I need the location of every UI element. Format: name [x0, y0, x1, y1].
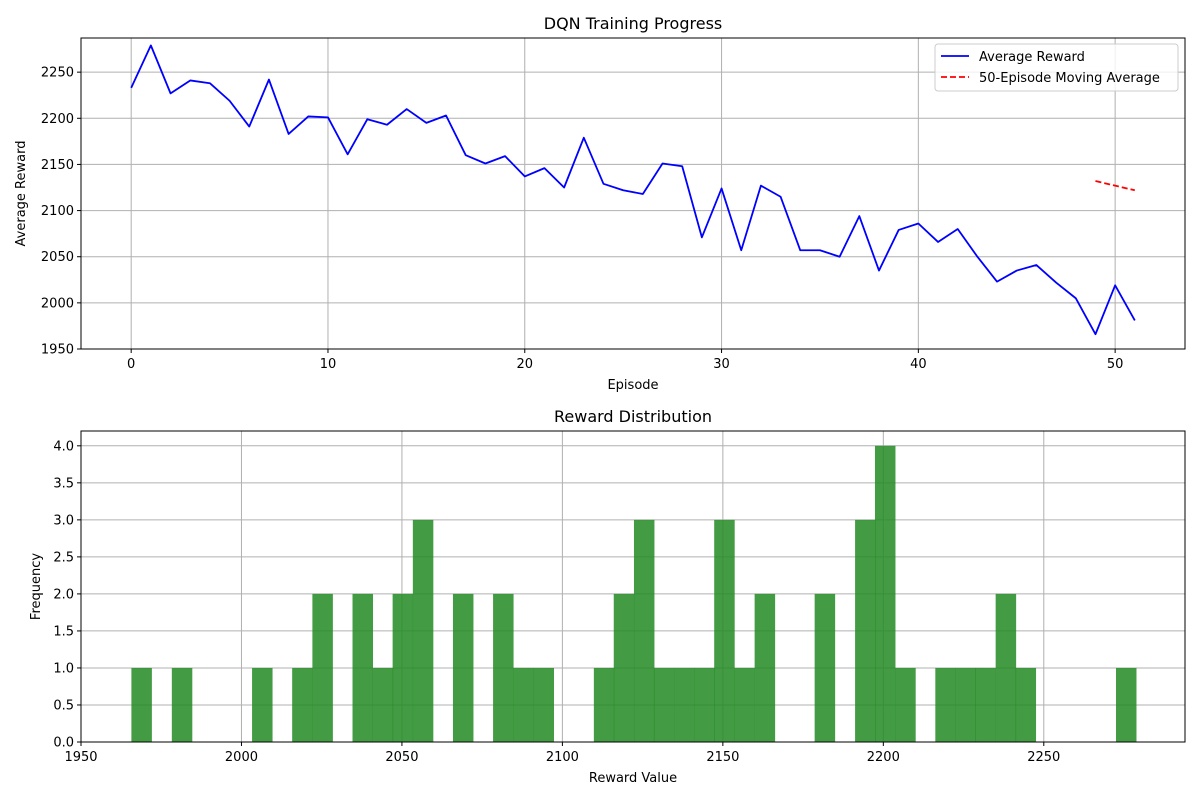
reward-distribution-x-label: Reward Value [589, 771, 677, 786]
histogram-bar [352, 593, 373, 742]
histogram-bar [955, 667, 977, 742]
y-tick-label: 1950 [41, 343, 74, 358]
histogram-bar [1015, 667, 1037, 742]
x-tick-label: 1950 [64, 750, 97, 765]
histogram-bar [452, 593, 474, 742]
legend-label-moving-average: 50-Episode Moving Average [979, 71, 1160, 86]
histogram-bar [533, 667, 554, 742]
histogram-bar [895, 667, 916, 742]
x-tick-label: 2150 [706, 750, 739, 765]
training-progress-y-ticks: 1950 2000 2050 2100 2150 2200 2250 [41, 66, 81, 358]
histogram-bar [493, 593, 514, 742]
x-tick-label: 20 [516, 357, 533, 372]
histogram-bar [312, 593, 333, 742]
histogram-bar [935, 667, 956, 742]
moving-average-line [1095, 180, 1136, 192]
average-reward-line [130, 44, 1136, 336]
histogram-bar [814, 593, 836, 742]
histogram-bar [593, 667, 615, 742]
x-tick-label: 2050 [385, 750, 418, 765]
histogram-bar [292, 667, 313, 742]
training-progress-x-label: Episode [607, 378, 658, 393]
y-tick-label: 2200 [41, 112, 74, 127]
y-tick-label: 2000 [41, 296, 74, 311]
y-tick-label: 2150 [41, 158, 74, 173]
x-tick-label: 2200 [867, 750, 900, 765]
histogram-bar [674, 667, 695, 742]
histogram-bar [975, 667, 996, 742]
histogram-bar [754, 593, 776, 742]
histogram-bar [513, 667, 534, 742]
histogram-bar [131, 667, 152, 742]
y-tick-label: 1.0 [53, 661, 74, 676]
legend-box [934, 43, 1179, 92]
y-tick-label: 0.0 [53, 736, 74, 751]
reward-distribution-plot-area [80, 430, 1186, 743]
x-tick-label: 40 [910, 357, 927, 372]
reward-distribution-x-ticks: 1950 2000 2050 2100 2150 2200 2250 [64, 742, 1060, 765]
training-progress-series [130, 44, 1136, 336]
histogram-bar [171, 667, 193, 742]
y-tick-label: 3.5 [53, 476, 74, 491]
reward-distribution-y-label: Frequency [29, 553, 44, 620]
y-tick-label: 2.5 [53, 550, 74, 565]
histogram-bar [653, 667, 675, 742]
histogram-bar [995, 593, 1017, 742]
reward-distribution-y-ticks: 0.0 0.5 1.0 1.5 2.0 2.5 3.0 3.5 4.0 [53, 439, 81, 751]
histogram-bar [694, 667, 715, 742]
y-tick-label: 0.5 [53, 698, 74, 713]
histogram-bar [633, 519, 655, 742]
training-progress-title: DQN Training Progress [544, 14, 722, 33]
histogram-bar [1116, 667, 1137, 742]
x-tick-label: 2100 [546, 750, 579, 765]
reward-distribution-title: Reward Distribution [554, 407, 712, 426]
training-progress-plot-area [80, 37, 1186, 350]
y-tick-label: 4.0 [53, 439, 74, 454]
training-progress-chart: 0 10 20 30 40 50 1950 2000 2050 2100 2150 2200 2250… [14, 14, 1186, 393]
x-tick-label: 2000 [225, 750, 258, 765]
histogram-bar [855, 519, 876, 742]
reward-distribution-bars [131, 445, 1137, 742]
y-tick-label: 2.0 [53, 587, 74, 602]
histogram-bar [714, 519, 735, 742]
x-tick-label: 2250 [1027, 750, 1060, 765]
reward-distribution-chart: 1950 2000 2050 2100 2150 2200 2250 0.0 0.5 1.0 1.… [29, 407, 1186, 786]
x-tick-label: 0 [127, 357, 135, 372]
y-tick-label: 1.5 [53, 624, 74, 639]
y-tick-label: 2100 [41, 204, 74, 219]
legend-label-average-reward: Average Reward [979, 50, 1085, 65]
x-tick-label: 10 [320, 357, 337, 372]
y-tick-label: 2050 [41, 250, 74, 265]
histogram-bar [874, 445, 896, 742]
x-tick-label: 50 [1107, 357, 1124, 372]
training-progress-x-ticks: 0 10 20 30 40 50 [127, 349, 1123, 372]
histogram-bar [252, 667, 273, 742]
histogram-bar [734, 667, 755, 742]
y-tick-label: 3.0 [53, 513, 74, 528]
x-tick-label: 30 [713, 357, 730, 372]
training-progress-legend: Average Reward 50-Episode Moving Average [934, 43, 1179, 92]
y-tick-label: 2250 [41, 66, 74, 81]
training-progress-y-label: Average Reward [14, 141, 29, 247]
histogram-bar [412, 519, 434, 742]
histogram-bar [613, 593, 635, 742]
histogram-bar [372, 667, 394, 742]
histogram-bar [392, 593, 414, 742]
